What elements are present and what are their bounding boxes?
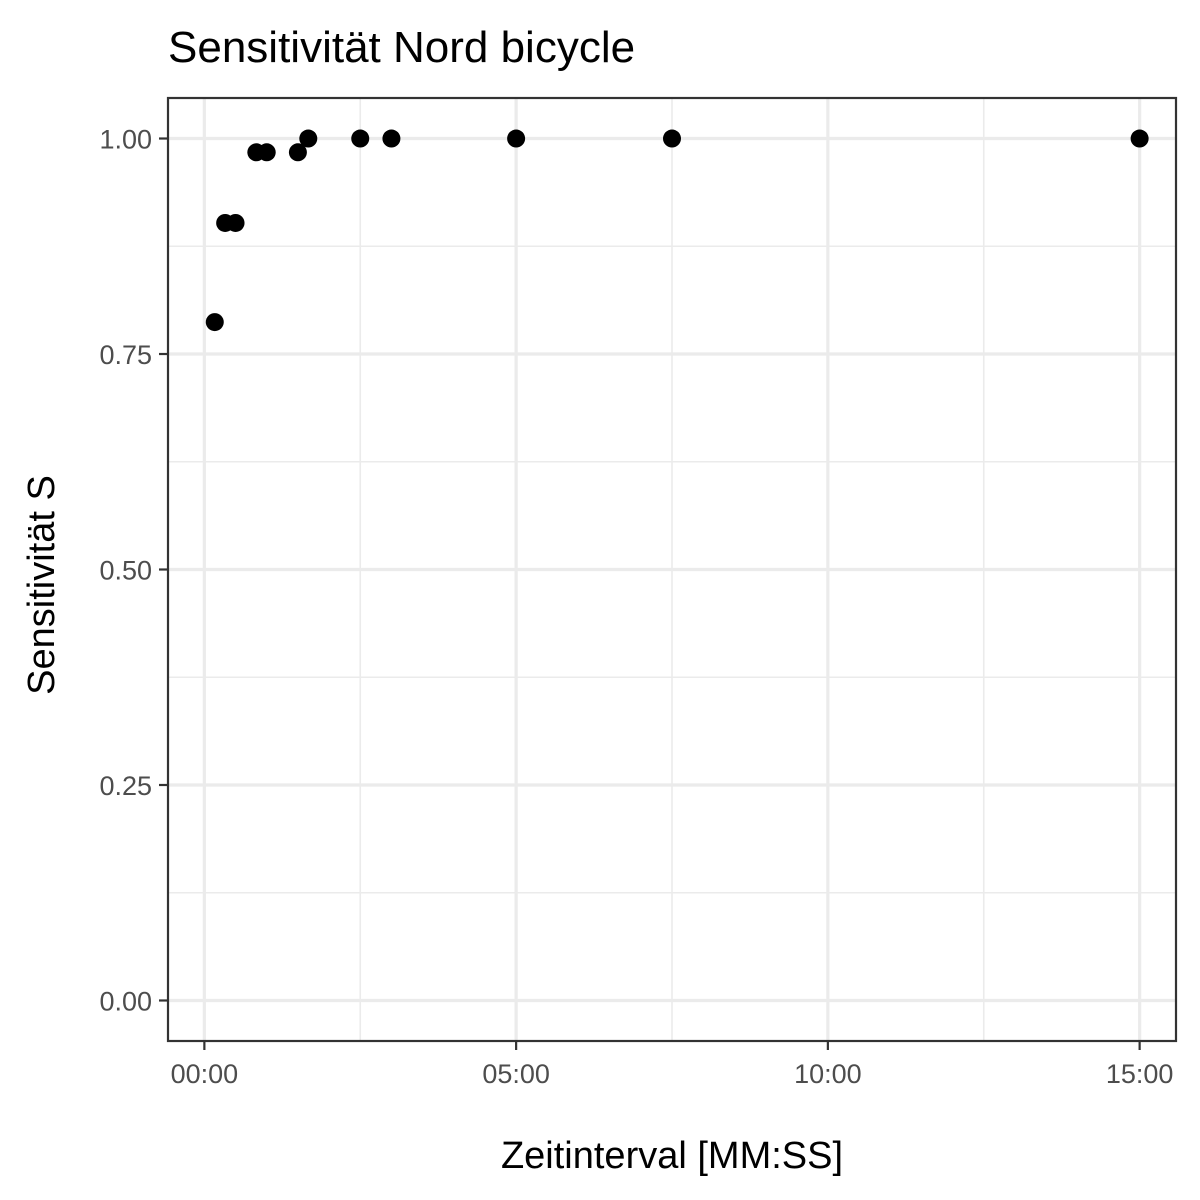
data-point [382, 129, 401, 148]
x-axis-title: Zeitinterval [MM:SS] [501, 1135, 843, 1177]
x-tick-label: 15:00 [1106, 1059, 1174, 1089]
data-point [288, 143, 307, 162]
data-point [351, 129, 370, 148]
x-tick-label: 10:00 [794, 1059, 862, 1089]
y-tick-label: 0.25 [99, 771, 152, 801]
data-point [299, 129, 318, 148]
data-point [226, 213, 245, 232]
data-point [1130, 129, 1149, 148]
x-tick-labels: 00:00 05:00 10:00 15:00 [171, 1059, 1174, 1089]
x-tick-label: 00:00 [171, 1059, 239, 1089]
grid-lines [168, 98, 1176, 1041]
data-point [663, 129, 681, 148]
data-points [205, 129, 1149, 332]
chart-title: Sensitivität Nord bicycle [168, 23, 635, 72]
data-point [257, 143, 276, 162]
y-tick-label: 0.50 [99, 556, 152, 586]
y-tick-label: 0.00 [99, 986, 152, 1016]
data-point [205, 313, 224, 332]
y-tick-label: 0.75 [99, 340, 152, 370]
x-tick-label: 05:00 [482, 1059, 550, 1089]
y-tick-label: 1.00 [99, 125, 152, 155]
y-axis-title: Sensitivität S [21, 475, 63, 695]
y-tick-labels: 0.00 0.25 0.50 0.75 1.00 [99, 125, 152, 1017]
axis-ticks [159, 137, 1141, 1050]
data-point [507, 129, 526, 148]
